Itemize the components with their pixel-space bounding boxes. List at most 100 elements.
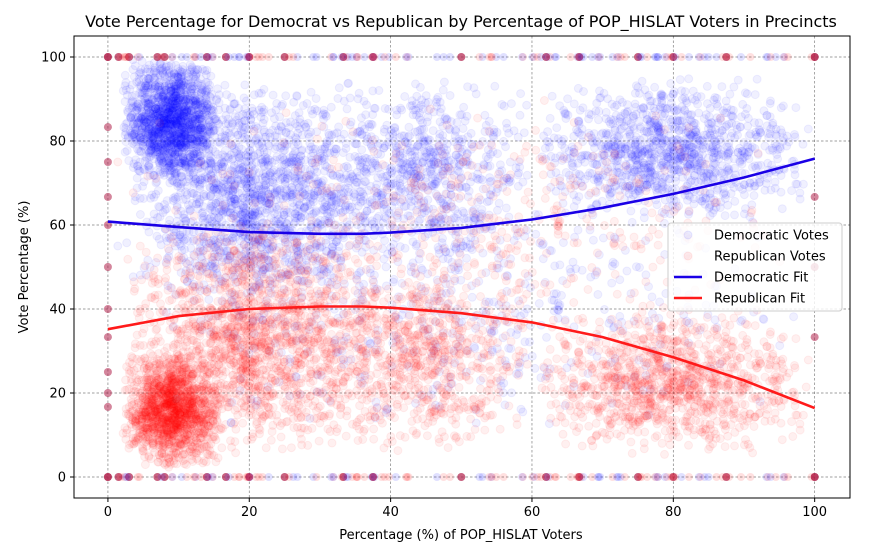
scatter-point xyxy=(209,219,219,229)
scatter-point xyxy=(777,204,787,214)
scatter-point xyxy=(185,149,194,159)
scatter-point xyxy=(749,191,759,200)
scatter-point xyxy=(197,79,207,89)
scatter-point xyxy=(131,134,141,144)
scatter-point xyxy=(343,79,353,88)
scatter-point xyxy=(177,158,187,168)
scatter-point xyxy=(151,109,161,119)
scatter-point xyxy=(237,188,247,198)
scatter-point xyxy=(193,110,203,120)
scatter-point xyxy=(166,85,176,95)
scatter-point xyxy=(165,178,175,188)
scatter-point xyxy=(408,110,418,120)
scatter-point xyxy=(666,117,676,127)
scatter-point xyxy=(260,156,270,166)
scatter-point xyxy=(432,95,442,104)
scatter-point xyxy=(675,75,685,85)
scatter-point xyxy=(141,121,150,131)
scatter-point xyxy=(651,176,660,186)
scatter-point xyxy=(738,99,748,109)
scatter-point xyxy=(158,95,168,104)
scatter-point xyxy=(220,152,230,162)
scatter-point xyxy=(172,115,182,125)
scatter-point xyxy=(136,115,146,125)
scatter-point xyxy=(176,85,185,95)
scatter-point xyxy=(148,109,158,119)
scatter-point xyxy=(616,112,626,121)
scatter-point xyxy=(185,65,195,75)
scatter-point xyxy=(466,128,476,138)
scatter-point xyxy=(198,127,208,137)
scatter-point xyxy=(210,114,220,124)
scatter-point xyxy=(186,188,196,198)
scatter-point xyxy=(257,173,267,183)
scatter-point xyxy=(122,238,132,248)
scatter-point xyxy=(230,99,240,109)
scatter-point xyxy=(179,159,189,169)
scatter-point xyxy=(507,388,516,398)
scatter-point xyxy=(682,98,692,108)
scatter-point xyxy=(144,227,154,237)
scatter-point xyxy=(432,177,442,187)
scatter-point xyxy=(174,131,184,141)
scatter-point xyxy=(128,113,138,123)
scatter-point xyxy=(173,135,183,145)
scatter-point xyxy=(135,94,145,104)
scatter-point xyxy=(184,174,194,184)
scatter-point xyxy=(790,130,799,139)
scatter-point xyxy=(696,175,706,185)
scatter-point xyxy=(121,78,131,88)
scatter-point xyxy=(353,201,363,211)
scatter-point xyxy=(166,70,176,80)
scatter-point xyxy=(234,165,244,175)
scatter-point xyxy=(784,137,794,147)
scatter-point xyxy=(201,95,211,105)
scatter-point xyxy=(213,162,223,171)
scatter-point xyxy=(166,107,176,117)
scatter-point xyxy=(113,241,123,251)
scatter-point xyxy=(281,159,291,169)
scatter-point xyxy=(684,133,694,143)
scatter-point xyxy=(351,139,361,149)
scatter-point xyxy=(154,116,164,126)
scatter-point xyxy=(454,167,464,177)
scatter-point xyxy=(149,209,159,219)
scatter-point xyxy=(634,117,644,126)
scatter-point xyxy=(205,156,215,166)
scatter-point xyxy=(196,123,206,133)
scatter-point xyxy=(740,88,750,98)
scatter-point xyxy=(142,92,152,102)
scatter-point xyxy=(737,146,747,156)
scatter-point xyxy=(606,115,616,124)
scatter-point xyxy=(485,173,495,183)
scatter-point xyxy=(680,106,690,116)
scatter-point xyxy=(522,170,532,180)
scatter-point xyxy=(239,93,249,103)
scatter-point xyxy=(617,97,627,107)
scatter-point xyxy=(362,169,372,178)
scatter-point xyxy=(247,103,257,113)
scatter-point xyxy=(803,124,813,134)
scatter-point xyxy=(173,181,183,191)
scatter-point xyxy=(467,292,477,302)
scatter-point xyxy=(701,110,711,120)
scatter-point xyxy=(201,109,211,119)
scatter-point xyxy=(159,124,169,134)
scatter-point xyxy=(164,105,174,115)
scatter-point xyxy=(141,145,151,154)
scatter-point xyxy=(413,126,423,136)
scatter-point xyxy=(181,101,191,111)
scatter-point xyxy=(149,65,159,75)
scatter-point xyxy=(166,163,176,173)
scatter-point xyxy=(175,79,184,89)
scatter-point xyxy=(292,121,302,131)
scatter-point xyxy=(717,82,727,92)
scatter-point xyxy=(647,168,657,178)
scatter-point xyxy=(170,99,180,109)
scatter-point xyxy=(497,100,507,109)
scatter-point xyxy=(197,118,207,128)
scatter-point xyxy=(165,75,174,85)
scatter-point xyxy=(123,107,133,117)
scatter-point xyxy=(143,78,153,88)
scatter-point xyxy=(202,99,212,109)
